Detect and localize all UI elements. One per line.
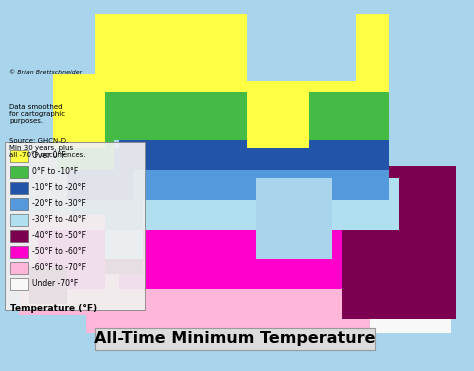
Text: Over 0°F: Over 0°F xyxy=(32,151,66,161)
Text: Temperature (°F): Temperature (°F) xyxy=(10,304,97,313)
Bar xyxy=(95,328,375,350)
Text: 0°F to -10°F: 0°F to -10°F xyxy=(32,167,78,177)
Bar xyxy=(10,246,28,258)
Bar xyxy=(10,198,28,210)
Bar xyxy=(10,150,28,162)
Text: -10°F to -20°F: -10°F to -20°F xyxy=(32,184,86,193)
Bar xyxy=(10,230,28,242)
Bar xyxy=(10,278,28,290)
Text: Source: GHCN-D.
Min 30 years, plus
all -70°F occurrences.: Source: GHCN-D. Min 30 years, plus all -… xyxy=(9,138,85,158)
Text: -30°F to -40°F: -30°F to -40°F xyxy=(32,216,86,224)
Text: -50°F to -60°F: -50°F to -60°F xyxy=(32,247,86,256)
Text: © Brian Brettschneider: © Brian Brettschneider xyxy=(9,70,82,75)
Bar xyxy=(10,214,28,226)
Text: -60°F to -70°F: -60°F to -70°F xyxy=(32,263,86,273)
Text: Data smoothed
for cartographic
purposes.: Data smoothed for cartographic purposes. xyxy=(9,104,65,124)
Text: All-Time Minimum Temperature: All-Time Minimum Temperature xyxy=(94,332,376,347)
Bar xyxy=(10,166,28,178)
Text: -20°F to -30°F: -20°F to -30°F xyxy=(32,200,86,209)
Bar xyxy=(10,182,28,194)
Bar xyxy=(10,262,28,274)
Text: Under -70°F: Under -70°F xyxy=(32,279,78,289)
Text: -40°F to -50°F: -40°F to -50°F xyxy=(32,232,86,240)
Bar xyxy=(5,142,145,310)
